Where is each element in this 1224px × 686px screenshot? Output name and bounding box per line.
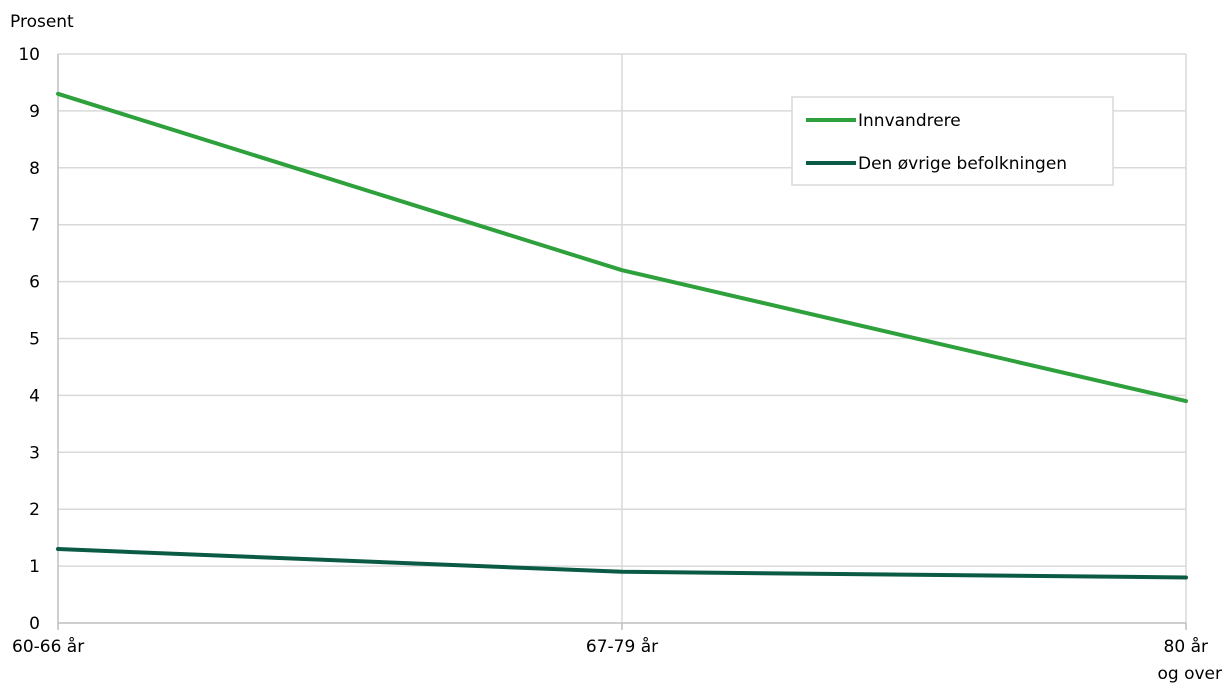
y-tick-label: 2 [29,500,40,520]
legend: Innvandrere Den øvrige befolkningen [791,96,1114,186]
grid-lines [58,53,1187,623]
legend-box [791,96,1114,186]
y-tick-labels: 0 1 2 3 4 5 6 7 8 9 10 [18,45,40,634]
legend-label: Den øvrige befolkningen [858,154,1067,174]
y-axis-title: Prosent [10,12,74,32]
x-tick-label: 60-66 år [12,636,84,657]
x-tick-label: 67-79 år [586,636,658,657]
y-tick-label: 6 [29,273,40,293]
y-tick-label: 4 [29,386,40,406]
y-tick-label: 7 [29,216,40,236]
legend-label: Innvandrere [858,111,961,131]
x-tick-label: og over [1157,664,1222,684]
x-tick-label: 80 år [1164,636,1208,657]
y-tick-label: 9 [29,102,40,122]
axes [57,54,1187,630]
y-tick-label: 10 [18,45,40,65]
series-line-1 [56,547,1188,580]
x-tick-labels: 60-66 år 67-79 år 80 år og over [12,636,1222,684]
y-tick-label: 3 [29,443,40,463]
series-line-0 [56,91,1188,404]
y-tick-label: 8 [29,159,40,179]
y-tick-label: 0 [29,614,40,634]
y-tick-label: 1 [29,557,40,577]
series-lines [56,91,1188,580]
y-tick-label: 5 [29,330,40,350]
